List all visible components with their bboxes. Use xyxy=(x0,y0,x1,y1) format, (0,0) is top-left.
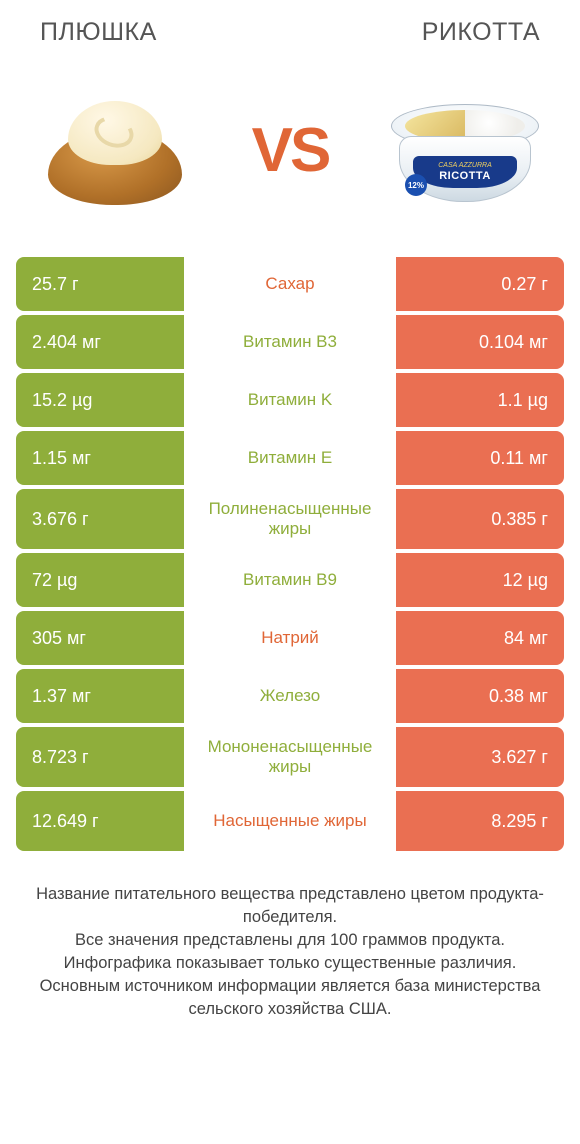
nutrient-name: Мононенасыщенные жиры xyxy=(184,727,396,787)
table-row: 1.15 мгВитамин E0.11 мг xyxy=(16,431,564,485)
left-value: 305 мг xyxy=(16,611,184,665)
nutrient-name: Витамин B3 xyxy=(184,315,396,369)
vs-label: VS xyxy=(252,115,329,186)
header: ПЛЮШКА РИКОТТА xyxy=(0,0,580,57)
left-food-title: ПЛЮШКА xyxy=(40,18,157,47)
nutrient-name: Витамин E xyxy=(184,431,396,485)
nutrient-name: Витамин B9 xyxy=(184,553,396,607)
right-value: 0.104 мг xyxy=(396,315,564,369)
nutrient-name: Витамин K xyxy=(184,373,396,427)
left-value: 2.404 мг xyxy=(16,315,184,369)
right-value: 0.385 г xyxy=(396,489,564,549)
left-value: 8.723 г xyxy=(16,727,184,787)
table-row: 305 мгНатрий84 мг xyxy=(16,611,564,665)
right-value: 0.38 мг xyxy=(396,669,564,723)
table-row: 3.676 гПолиненасыщенные жиры0.385 г xyxy=(16,489,564,549)
table-row: 8.723 гМононенасыщенные жиры3.627 г xyxy=(16,727,564,787)
right-value: 1.1 µg xyxy=(396,373,564,427)
right-value: 0.11 мг xyxy=(396,431,564,485)
ricotta-badge: 12% xyxy=(405,174,427,196)
ricotta-package-icon: CASA AZZURRA RICOTTA 12% xyxy=(385,90,545,210)
left-value: 1.15 мг xyxy=(16,431,184,485)
table-row: 72 µgВитамин B912 µg xyxy=(16,553,564,607)
cinnamon-bun-icon xyxy=(40,95,190,205)
right-value: 84 мг xyxy=(396,611,564,665)
comparison-table: 25.7 гСахар0.27 г2.404 мгВитамин B30.104… xyxy=(0,257,580,851)
table-row: 2.404 мгВитамин B30.104 мг xyxy=(16,315,564,369)
nutrient-name: Насыщенные жиры xyxy=(184,791,396,851)
right-food-title: РИКОТТА xyxy=(422,18,540,47)
left-food-image xyxy=(30,75,200,225)
table-row: 25.7 гСахар0.27 г xyxy=(16,257,564,311)
images-row: VS CASA AZZURRA RICOTTA 12% xyxy=(0,57,580,257)
ricotta-product: RICOTTA xyxy=(439,170,491,182)
footer-line: Инфографика показывает только существенн… xyxy=(22,952,558,975)
footer-line: Все значения представлены для 100 граммо… xyxy=(22,929,558,952)
left-value: 1.37 мг xyxy=(16,669,184,723)
footer-line: Название питательного вещества представл… xyxy=(22,883,558,929)
right-value: 0.27 г xyxy=(396,257,564,311)
table-row: 12.649 гНасыщенные жиры8.295 г xyxy=(16,791,564,851)
left-value: 72 µg xyxy=(16,553,184,607)
right-value: 3.627 г xyxy=(396,727,564,787)
right-value: 12 µg xyxy=(396,553,564,607)
left-value: 15.2 µg xyxy=(16,373,184,427)
ricotta-brand: CASA AZZURRA xyxy=(438,162,492,170)
right-value: 8.295 г xyxy=(396,791,564,851)
left-value: 25.7 г xyxy=(16,257,184,311)
left-value: 12.649 г xyxy=(16,791,184,851)
footer-notes: Название питательного вещества представл… xyxy=(0,855,580,1022)
nutrient-name: Сахар xyxy=(184,257,396,311)
table-row: 1.37 мгЖелезо0.38 мг xyxy=(16,669,564,723)
nutrient-name: Полиненасыщенные жиры xyxy=(184,489,396,549)
footer-line: Основным источником информации является … xyxy=(22,975,558,1021)
nutrient-name: Железо xyxy=(184,669,396,723)
nutrient-name: Натрий xyxy=(184,611,396,665)
table-row: 15.2 µgВитамин K1.1 µg xyxy=(16,373,564,427)
left-value: 3.676 г xyxy=(16,489,184,549)
right-food-image: CASA AZZURRA RICOTTA 12% xyxy=(380,75,550,225)
